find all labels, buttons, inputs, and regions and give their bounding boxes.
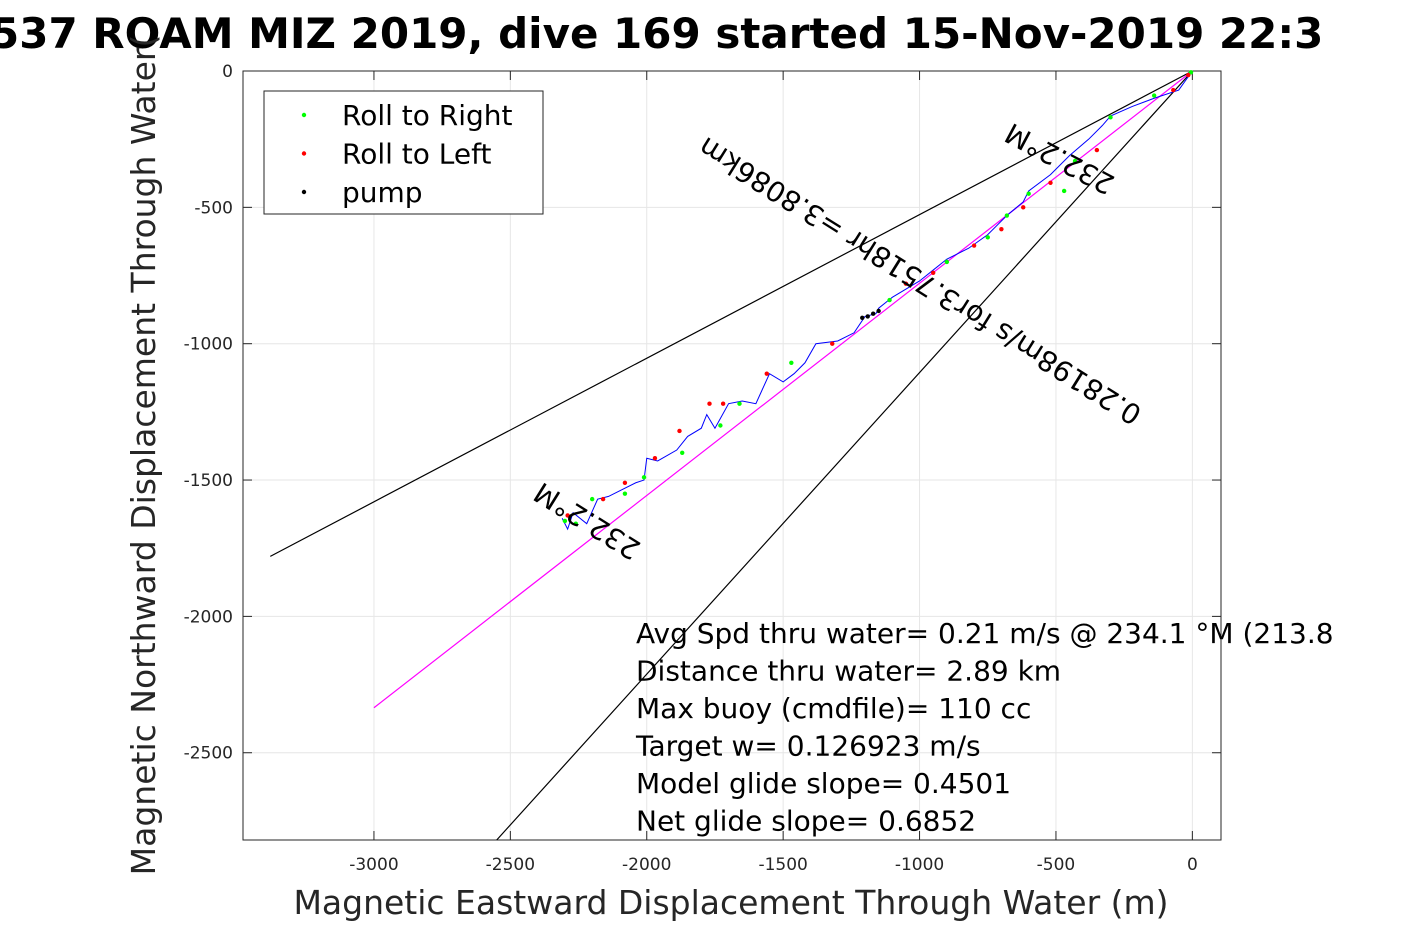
roll-right-point	[1188, 70, 1194, 75]
annotation-label: 232.2°M	[1000, 116, 1120, 201]
roll-left-point	[622, 480, 628, 485]
x-tick-label: -500	[1037, 855, 1076, 875]
annotation-label: 232.2°M	[528, 475, 646, 566]
roll-right-point	[680, 450, 685, 455]
roll-right-point	[622, 491, 628, 496]
x-tick-label: -1000	[895, 855, 944, 875]
reference-line	[496, 70, 1193, 841]
stat-line: Target w= 0.126923 m/s	[635, 730, 981, 763]
stats-block: Avg Spd thru water= 0.21 m/s @ 234.1 °M …	[635, 617, 1334, 838]
roll-right-point	[718, 423, 723, 428]
stat-line: Model glide slope= 0.4501	[636, 767, 1011, 800]
x-axis-ticks: -3000 -2500 -2000 -1500 -1000 -500 0	[349, 71, 1198, 875]
stat-line: Max buoy (cmdfile)= 110 cc	[636, 692, 1031, 725]
track-line	[561, 70, 1193, 531]
reference-line	[270, 70, 1193, 557]
roll-left-point	[1171, 87, 1176, 93]
x-tick-label: -1500	[758, 855, 807, 875]
pump-point	[860, 315, 865, 320]
y-tick-label: 0	[222, 62, 233, 82]
reference-lines	[270, 70, 1193, 841]
x-tick-label: -2000	[622, 855, 671, 875]
roll-right-point	[1026, 191, 1031, 196]
roll-left-point	[707, 401, 712, 406]
x-tick-label: -3000	[349, 855, 398, 875]
stat-line: Net glide slope= 0.6852	[636, 805, 976, 838]
roll-left-point	[903, 281, 909, 286]
legend-box	[263, 90, 544, 215]
roll-left-point	[971, 243, 977, 248]
roll-left-point	[600, 496, 606, 502]
roll-left-point	[1094, 147, 1100, 153]
legend-marker	[301, 112, 307, 118]
roll-right-point	[1072, 158, 1078, 164]
legend-label: Roll to Right	[342, 99, 513, 132]
roll-left-point	[1186, 72, 1191, 78]
roll-right-point	[1151, 93, 1157, 98]
pump-point	[876, 308, 881, 314]
markers	[562, 70, 1194, 526]
roll-right-point	[789, 360, 794, 365]
roll-right-point	[641, 475, 647, 480]
stat-line: Avg Spd thru water= 0.21 m/s @ 234.1 °M …	[636, 617, 1334, 650]
roll-right-point	[737, 401, 742, 406]
roll-left-point	[830, 341, 835, 346]
y-tick-label: -2500	[184, 744, 233, 764]
y-tick-label: -1000	[184, 335, 233, 355]
roll-left-point	[720, 401, 726, 406]
pump-point	[865, 314, 870, 319]
roll-left-point	[999, 226, 1004, 232]
legend-label: Roll to Left	[342, 138, 491, 171]
roll-right-point	[985, 235, 990, 240]
y-axis-label: Magnetic Northward Displacement Through …	[124, 35, 163, 876]
roll-left-point	[1048, 180, 1053, 186]
x-tick-label: 0	[1187, 855, 1198, 875]
roll-left-point	[652, 456, 658, 461]
grid	[243, 70, 1221, 840]
stat-line: Distance thru water= 2.89 km	[636, 655, 1061, 688]
roll-left-point	[677, 428, 682, 434]
roll-right-point	[887, 297, 892, 303]
roll-right-point	[1108, 115, 1113, 120]
roll-left-point	[1021, 205, 1026, 210]
chart-title: 537 ROAM MIZ 2019, dive 169 started 15-N…	[0, 9, 1323, 58]
y-axis-ticks: 0 -500 -1000 -1500 -2000 -2500	[184, 62, 1221, 764]
roll-right-point	[589, 496, 595, 502]
x-axis-label: Magnetic Eastward Displacement Through W…	[293, 883, 1168, 922]
reference-line	[373, 70, 1193, 709]
y-tick-label: -1500	[184, 471, 233, 491]
roll-right-point	[562, 518, 568, 524]
pump-point	[870, 311, 876, 316]
roll-left-point	[565, 513, 570, 518]
roll-right-point	[944, 259, 950, 265]
roll-left-point	[764, 371, 769, 376]
y-tick-label: -500	[194, 198, 233, 218]
roll-right-point	[1061, 188, 1067, 194]
legend-marker	[301, 151, 307, 156]
roll-right-point	[573, 521, 579, 526]
roll-right-point	[1004, 213, 1010, 218]
legend-label: pump	[342, 176, 423, 209]
legend-marker	[301, 189, 307, 195]
y-tick-label: -2000	[184, 607, 233, 627]
legend: Roll to Right Roll to Left pump	[263, 90, 544, 215]
x-tick-label: -2500	[486, 855, 535, 875]
roll-left-point	[930, 270, 936, 275]
glider-track	[561, 70, 1193, 531]
plot-frame	[242, 70, 1222, 841]
